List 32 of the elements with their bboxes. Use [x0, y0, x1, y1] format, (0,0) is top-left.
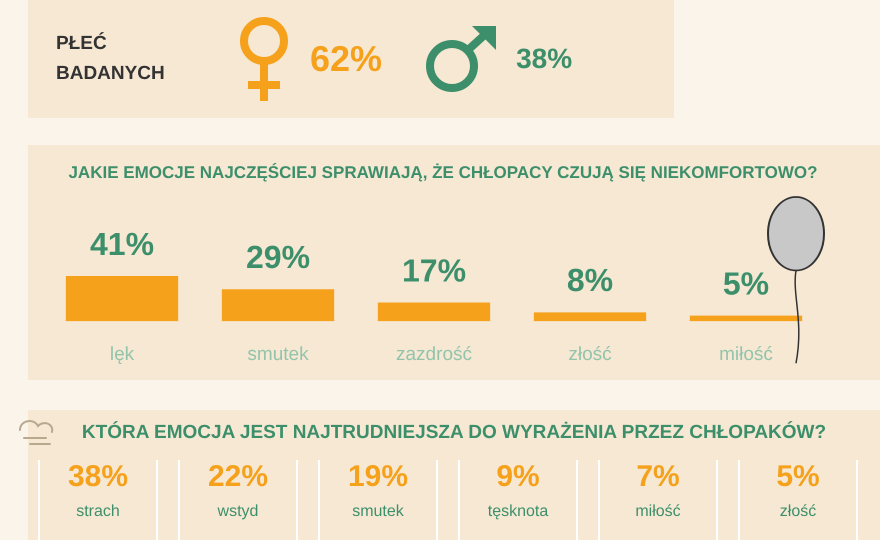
- data-label: 5%: [775, 460, 821, 495]
- category-label: smutek: [351, 503, 405, 521]
- bar: [222, 289, 334, 322]
- data-label: 62%: [310, 38, 382, 80]
- data-label: 7%: [635, 460, 681, 495]
- bar: [534, 312, 646, 322]
- chart-title: JAKIE EMOCJE NAJCZĘŚCIEJ SPRAWIAJĄ, ŻE CHŁOPACY CZUJĄ SIĘ NIEKOMFORTOWO?: [67, 163, 819, 183]
- category-label: strach: [75, 503, 121, 521]
- data-label: 19%: [346, 460, 410, 495]
- x-tick-label: lęk: [110, 344, 135, 365]
- data-label: 9%: [495, 460, 541, 495]
- data-label: 5%: [722, 266, 770, 302]
- data-label: 38%: [516, 43, 572, 75]
- x-tick-label: smutek: [247, 344, 310, 365]
- bar: [690, 316, 802, 322]
- category-label: wstyd: [216, 503, 260, 521]
- data-label: 17%: [402, 252, 466, 288]
- bar: [66, 276, 178, 322]
- data-label: 8%: [566, 262, 614, 298]
- category-label: złość: [778, 503, 818, 521]
- x-tick-label: zazdrość: [396, 344, 472, 365]
- text: PŁEĆ BADANYCH: [55, 31, 166, 86]
- category-label: miłość: [634, 503, 682, 521]
- data-label: 38%: [66, 460, 130, 495]
- x-tick-label: miłość: [719, 344, 773, 365]
- data-label: 22%: [206, 460, 270, 495]
- data-label: 41%: [90, 226, 154, 262]
- data-label: 29%: [246, 239, 310, 276]
- bar: [378, 302, 490, 322]
- text: KTÓRA EMOCJA JEST NAJTRUDNIEJSZA DO WYRAŻENIA PRZEZ CHŁOPAKÓW?: [80, 422, 828, 444]
- x-tick-label: złość: [568, 344, 612, 365]
- category-label: tęsknota: [486, 503, 550, 521]
